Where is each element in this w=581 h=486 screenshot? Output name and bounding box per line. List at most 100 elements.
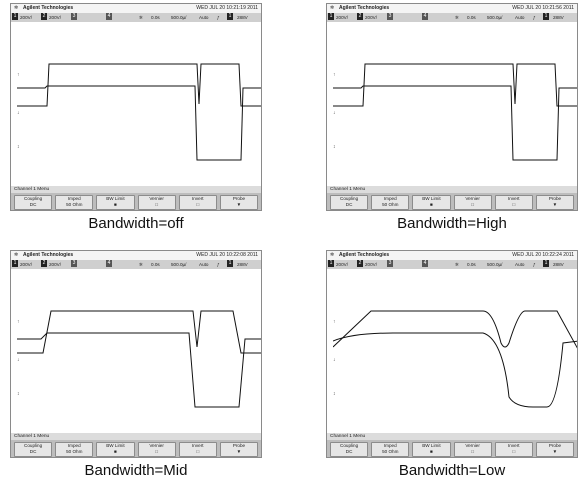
imped-softkey[interactable]: Imped 50 Ohm — [371, 442, 410, 457]
channel-1-trace — [333, 63, 577, 107]
invert-softkey[interactable]: Invert □ — [178, 442, 217, 457]
channel-3-badge[interactable]: 3 — [387, 260, 393, 267]
scope-header: ✲ Agilent Technologies WED JUL 20 10:22:… — [327, 251, 577, 260]
panel-caption: Bandwidth=off — [88, 215, 184, 232]
ground-marker: ↕ — [17, 391, 20, 397]
trigger-mode: Auto — [199, 15, 209, 20]
scope-header: ✲ Agilent Technologies WED JUL 20 10:21:… — [11, 4, 261, 13]
channel-2-badge[interactable]: 2 — [357, 13, 363, 20]
imped-softkey[interactable]: Imped 50 Ohm — [55, 195, 94, 210]
channel-1-marker: ↑ — [17, 319, 20, 325]
channel-2-badge[interactable]: 2 — [41, 260, 47, 267]
channel-2-trace — [17, 332, 261, 408]
bw-limit-softkey[interactable]: BW Limit ■ — [96, 195, 135, 210]
channel-4-badge[interactable]: 4 — [422, 13, 428, 20]
agilent-logo-icon: ✲ — [330, 252, 335, 258]
menu-title: Channel 1 Menu — [327, 186, 577, 193]
ground-marker: ↕ — [333, 391, 336, 397]
ch1-scale: 200V/ — [20, 15, 33, 20]
probe-softkey[interactable]: Probe ▼ — [219, 442, 259, 457]
invert-softkey[interactable]: Invert □ — [178, 195, 217, 210]
status-bar: 1 200V/ 2 200V/ 3 4 ✲ 0.0s 500.0µ/ Auto … — [11, 13, 261, 22]
trigger-level: 288V — [237, 262, 248, 267]
channel-1-marker: ↑ — [333, 319, 336, 325]
trigger-source-badge: 1 — [227, 13, 233, 20]
trigger-slope-icon: ƒ — [533, 15, 536, 20]
agilent-logo-icon: ✲ — [14, 252, 19, 258]
channel-2-marker: ↓ — [333, 357, 336, 363]
imped-softkey[interactable]: Imped 50 Ohm — [55, 442, 94, 457]
trigger-source-badge: 1 — [543, 13, 549, 20]
brand-name: Agilent Technologies — [23, 252, 74, 258]
trigger-mode: Auto — [199, 262, 209, 267]
channel-1-trace — [333, 310, 577, 349]
softkey-bar: Coupling DC Imped 50 Ohm BW Limit ■ Vernier… — [327, 440, 577, 457]
ch1-scale: 200V/ — [336, 262, 349, 267]
scope-header: ✲ Agilent Technologies WED JUL 20 10:21:… — [327, 4, 577, 13]
channel-4-badge[interactable]: 4 — [106, 13, 112, 20]
waveform-plot — [17, 63, 261, 161]
brand-name: Agilent Technologies — [23, 5, 74, 11]
channel-3-badge[interactable]: 3 — [71, 260, 77, 267]
channel-1-badge[interactable]: 1 — [328, 13, 334, 20]
ch2-scale: 200V/ — [49, 15, 62, 20]
panel-caption: Bandwidth=Low — [398, 462, 506, 479]
vernier-softkey[interactable]: Vernier □ — [137, 442, 176, 457]
timestamp: WED JUL 20 10:22:24 2011 — [512, 252, 574, 258]
oscilloscope-screen: ✲ Agilent Technologies WED JUL 20 10:21:… — [326, 3, 578, 211]
coupling-softkey[interactable]: Coupling DC — [14, 442, 53, 457]
channel-2-badge[interactable]: 2 — [41, 13, 47, 20]
probe-softkey[interactable]: Probe ▼ — [535, 195, 575, 210]
invert-softkey[interactable]: Invert □ — [494, 442, 533, 457]
trigger-icon: ✲ — [455, 15, 459, 20]
vernier-softkey[interactable]: Vernier □ — [453, 442, 492, 457]
scope-panel-1: ✲ Agilent Technologies WED JUL 20 10:21:… — [10, 3, 262, 233]
scope-panel-3: ✲ Agilent Technologies WED JUL 20 10:22:… — [10, 250, 262, 480]
probe-softkey[interactable]: Probe ▼ — [535, 442, 575, 457]
waveform-grid: ↑ ↓ ↕ — [333, 22, 577, 186]
coupling-softkey[interactable]: Coupling DC — [330, 195, 369, 210]
imped-softkey[interactable]: Imped 50 Ohm — [371, 195, 410, 210]
menu-title: Channel 1 Menu — [11, 433, 261, 440]
channel-2-badge[interactable]: 2 — [357, 260, 363, 267]
channel-2-trace — [333, 332, 577, 408]
menu-title: Channel 1 Menu — [327, 433, 577, 440]
channel-2-marker: ↓ — [17, 110, 20, 116]
agilent-logo-icon: ✲ — [14, 5, 19, 11]
trigger-source-badge: 1 — [227, 260, 233, 267]
oscilloscope-screen: ✲ Agilent Technologies WED JUL 20 10:21:… — [10, 3, 262, 211]
trigger-icon: ✲ — [139, 15, 143, 20]
timestamp: WED JUL 20 10:21:19 2011 — [196, 5, 258, 11]
ch1-scale: 200V/ — [20, 262, 33, 267]
invert-softkey[interactable]: Invert □ — [494, 195, 533, 210]
ch1-scale: 200V/ — [336, 15, 349, 20]
time-offset: 0.0s — [151, 15, 160, 20]
panel-caption: Bandwidth=Mid — [84, 462, 188, 479]
waveform-plot — [17, 310, 261, 408]
scope-panel-4: ✲ Agilent Technologies WED JUL 20 10:22:… — [326, 250, 578, 480]
scope-panel-2: ✲ Agilent Technologies WED JUL 20 10:21:… — [326, 3, 578, 233]
bw-limit-softkey[interactable]: BW Limit ■ — [96, 442, 135, 457]
channel-1-marker: ↑ — [17, 72, 20, 78]
channel-1-badge[interactable]: 1 — [12, 260, 18, 267]
channel-3-badge[interactable]: 3 — [387, 13, 393, 20]
channel-2-marker: ↓ — [333, 110, 336, 116]
time-scale: 500.0µ/ — [171, 15, 187, 20]
channel-1-badge[interactable]: 1 — [12, 13, 18, 20]
coupling-softkey[interactable]: Coupling DC — [14, 195, 53, 210]
trigger-level: 288V — [237, 15, 248, 20]
vernier-softkey[interactable]: Vernier □ — [453, 195, 492, 210]
waveform-grid: ↑ ↓ ↕ — [333, 269, 577, 433]
bw-limit-softkey[interactable]: BW Limit ■ — [412, 195, 451, 210]
bw-limit-softkey[interactable]: BW Limit ■ — [412, 442, 451, 457]
brand-name: Agilent Technologies — [339, 252, 390, 258]
channel-3-badge[interactable]: 3 — [71, 13, 77, 20]
channel-1-badge[interactable]: 1 — [328, 260, 334, 267]
trigger-mode: Auto — [515, 15, 525, 20]
vernier-softkey[interactable]: Vernier □ — [137, 195, 176, 210]
status-bar: 1 200V/ 2 200V/ 3 4 ✲ 0.0s 500.0µ/ Auto … — [327, 260, 577, 269]
channel-4-badge[interactable]: 4 — [422, 260, 428, 267]
channel-4-badge[interactable]: 4 — [106, 260, 112, 267]
coupling-softkey[interactable]: Coupling DC — [330, 442, 369, 457]
probe-softkey[interactable]: Probe ▼ — [219, 195, 259, 210]
